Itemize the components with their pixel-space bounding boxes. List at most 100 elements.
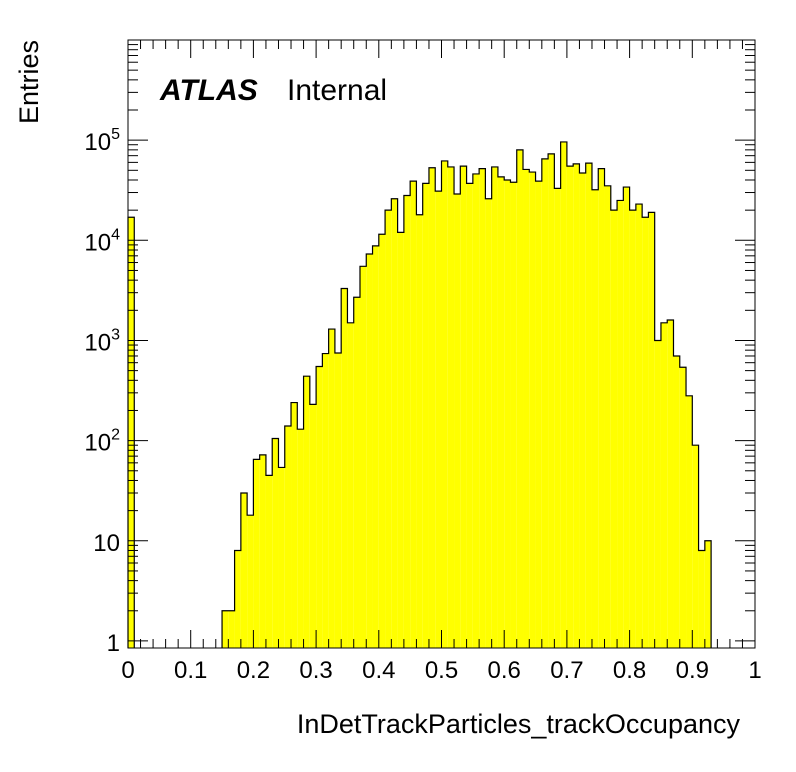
histogram-bar — [623, 187, 630, 648]
histogram-bar — [410, 181, 417, 648]
histogram-bar — [397, 232, 404, 649]
histogram-bar — [378, 234, 386, 648]
histogram-bar — [679, 367, 687, 648]
histogram-bar — [278, 467, 285, 648]
y-axis-title: Entries — [14, 40, 44, 124]
histogram-bar — [228, 610, 235, 648]
histogram-bar — [648, 212, 655, 648]
x-tick-label: 0.6 — [488, 657, 521, 684]
x-tick-label: 0.2 — [237, 657, 270, 684]
histogram-bar — [510, 182, 517, 648]
x-axis-title: InDetTrackParticles_trackOccupancy — [297, 709, 741, 739]
histogram-bar — [303, 376, 310, 648]
x-tick-label: 0.4 — [362, 657, 395, 684]
histogram-bar — [604, 185, 611, 648]
histogram-bar — [566, 166, 574, 648]
y-tick-label: 103 — [84, 326, 120, 356]
histogram-bar — [629, 210, 636, 648]
histogram-bar — [128, 217, 135, 648]
histogram-bar — [316, 366, 323, 648]
histogram-bar — [240, 492, 248, 648]
histogram-bar — [259, 454, 266, 648]
histogram-bar — [472, 173, 480, 648]
histogram-bar — [617, 200, 624, 648]
histogram-bar — [673, 355, 680, 648]
histogram-bar — [479, 168, 486, 649]
histogram-bar — [460, 166, 467, 648]
histogram-bar — [353, 297, 360, 648]
y-tick-label: 10 — [93, 530, 120, 557]
x-tick-label: 0.7 — [550, 657, 583, 684]
x-tick-labels: 0 0.1 0.2 0.3 0.4 0.5 0.6 0.7 0.8 0.9 1 — [121, 657, 761, 684]
x-tick-label: 1 — [748, 657, 761, 684]
histogram-bar — [497, 176, 505, 649]
histogram-bar — [297, 429, 304, 648]
histogram-bar — [428, 167, 436, 648]
histogram-bar — [328, 329, 335, 648]
histogram-bar — [667, 320, 674, 648]
histogram-bar — [554, 188, 561, 648]
histogram-bar — [309, 404, 317, 648]
y-tick-label: 1 — [107, 630, 120, 657]
histogram-bar — [516, 149, 524, 648]
histogram-bar — [491, 166, 498, 648]
histogram-bar — [222, 610, 229, 648]
histogram-bar — [291, 402, 298, 648]
histogram-bar — [284, 425, 292, 648]
histogram-bar — [523, 169, 530, 648]
plot-frame — [127, 39, 756, 649]
histogram-bar — [585, 163, 592, 648]
histogram-bar — [366, 253, 373, 648]
x-tick-label: 0.1 — [174, 657, 207, 684]
x-tick-label: 0 — [121, 657, 134, 684]
x-tick-label: 0.9 — [676, 657, 709, 684]
histogram-bar — [692, 445, 699, 648]
y-tick-label: 102 — [84, 427, 120, 457]
histogram-bar — [573, 163, 580, 648]
histogram-bar — [660, 322, 668, 648]
histogram-bar — [654, 340, 661, 648]
histogram-bar — [385, 210, 392, 648]
histogram-bar — [704, 540, 712, 648]
histogram-bar — [485, 198, 492, 648]
histogram-bar — [591, 189, 599, 649]
histogram-bar — [466, 183, 473, 648]
histogram-bar — [372, 245, 379, 648]
histogram-bar — [598, 168, 605, 649]
atlas-label: ATLAS — [159, 74, 258, 107]
y-tick-labels: 1 10 102 103 104 105 — [84, 126, 120, 657]
histogram-bar — [347, 322, 354, 648]
histogram-bar — [247, 515, 254, 648]
histogram-bar — [560, 141, 567, 648]
histogram-bar — [686, 395, 693, 648]
histogram-bar — [635, 204, 643, 648]
histogram-bar — [579, 172, 586, 648]
histogram-bar — [435, 191, 442, 648]
histogram-bar — [416, 214, 423, 648]
histogram-bar — [341, 288, 348, 648]
histogram-bar — [322, 353, 329, 648]
histogram-bar — [447, 166, 455, 648]
histogram-bar — [253, 459, 260, 648]
x-tick-label: 0.3 — [299, 657, 332, 684]
y-tick-label: 105 — [84, 126, 120, 156]
histogram-bar — [548, 153, 555, 649]
histogram-bars — [127, 141, 712, 649]
histogram-bar — [234, 550, 241, 648]
histogram-bar — [504, 180, 511, 648]
histogram-bar — [698, 550, 705, 648]
y-tick-label: 104 — [84, 226, 120, 256]
histogram-bar — [610, 210, 618, 648]
histogram-bar — [359, 266, 367, 648]
histogram-bar — [441, 160, 448, 649]
internal-label: Internal — [287, 74, 387, 107]
histogram-bar — [265, 475, 273, 648]
histogram-bar — [529, 172, 536, 648]
histogram-bar — [642, 217, 649, 648]
histogram-bar — [535, 181, 542, 648]
histogram-bar — [422, 183, 429, 648]
histogram-bar — [541, 158, 549, 648]
x-tick-label: 0.5 — [425, 657, 458, 684]
histogram-bar — [454, 193, 461, 648]
